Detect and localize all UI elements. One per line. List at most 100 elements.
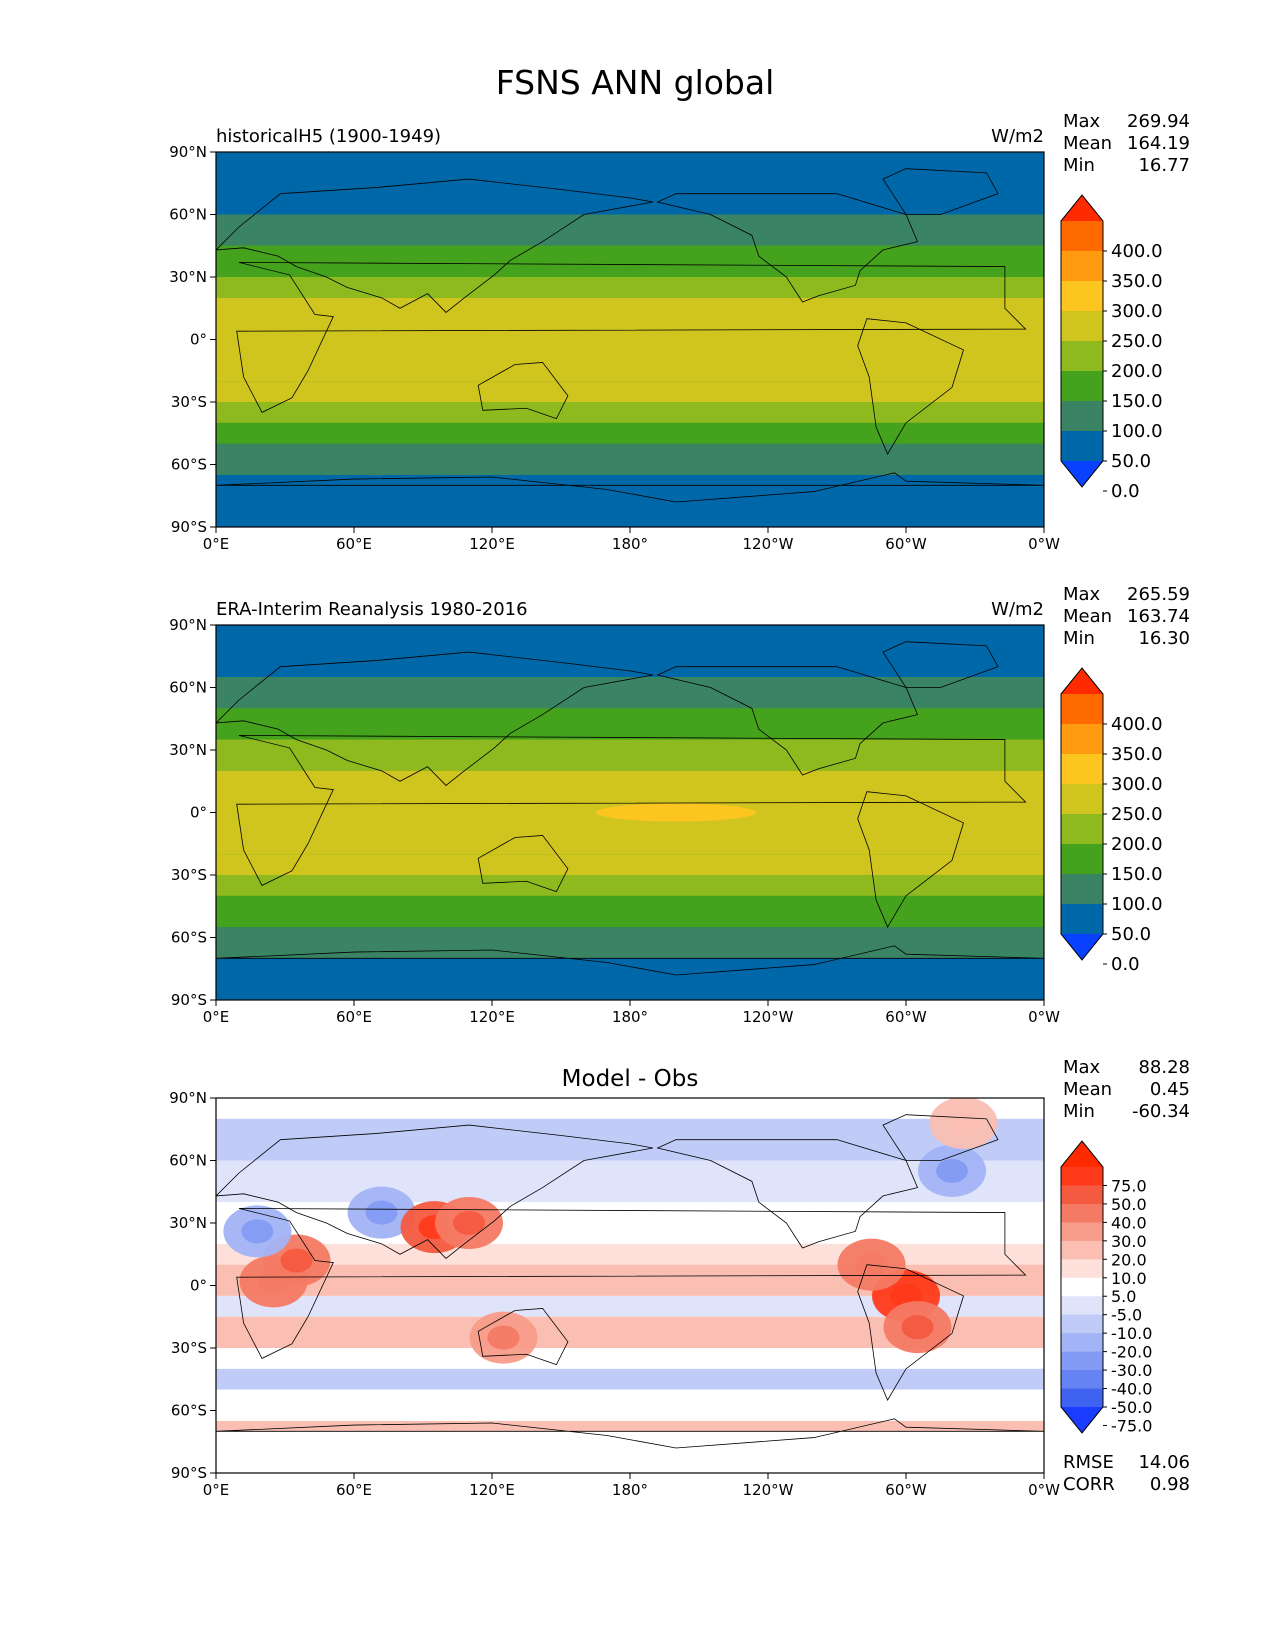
colorbar-extend-max — [1061, 1141, 1103, 1167]
coastline — [216, 1124, 654, 1259]
colorbar-swatch — [1061, 1277, 1103, 1297]
panel-title: ERA-Interim Reanalysis 1980-2016 — [216, 599, 528, 620]
colorbar-label: 250.0 — [1111, 804, 1163, 825]
x-tick-label: 120°E — [469, 535, 515, 553]
colorbar-label: -30.0 — [1111, 1361, 1152, 1380]
zonal-band — [216, 1243, 1044, 1265]
zonal-band — [216, 739, 1044, 771]
colorbar-swatch — [1061, 904, 1103, 935]
stat-value: 269.94 — [1127, 111, 1190, 132]
coastline — [857, 791, 964, 928]
coastline — [477, 1308, 569, 1366]
y-tick-label: 60°N — [169, 679, 207, 697]
stat-label: Max — [1063, 1057, 1101, 1078]
stat-label: Min — [1063, 1101, 1095, 1122]
x-tick-label: 180° — [612, 535, 648, 553]
stat-value: 163.74 — [1127, 606, 1190, 627]
rmse-label: RMSE — [1063, 1452, 1114, 1473]
y-tick-label: 30°N — [169, 741, 207, 759]
y-tick-label: 0° — [190, 804, 207, 822]
x-tick-label: 180° — [612, 1481, 648, 1499]
map-area — [216, 152, 1044, 527]
panel-title: Model - Obs — [562, 1066, 699, 1092]
zonal-band — [216, 1160, 1044, 1203]
colorbar-label: 300.0 — [1111, 301, 1163, 322]
zonal-band — [216, 1098, 1044, 1119]
colorbar-swatch — [1061, 1351, 1103, 1371]
colorbar-swatch — [1061, 1296, 1103, 1316]
coastline — [236, 262, 1027, 413]
colorbar-swatch — [1061, 1167, 1103, 1186]
x-tick-label: 60°E — [336, 1008, 372, 1026]
colorbar-swatch — [1061, 1185, 1103, 1205]
colorbar-swatch — [1061, 1203, 1103, 1223]
colorbar-label: -40.0 — [1111, 1380, 1152, 1399]
colorbar-label: 0.0 — [1111, 481, 1140, 502]
colorbar-label: 10.0 — [1111, 1269, 1147, 1288]
zonal-band — [216, 1348, 1044, 1369]
zonal-band — [216, 1202, 1044, 1244]
colorbar-swatch — [1061, 814, 1103, 845]
colorbar-label: -10.0 — [1111, 1324, 1152, 1343]
zonal-band — [216, 245, 1044, 277]
colorbar-extend-min — [1061, 1407, 1103, 1433]
coastline — [656, 193, 919, 303]
x-tick-label: 60°E — [336, 535, 372, 553]
colorbar-label: -50.0 — [1111, 1398, 1152, 1417]
y-tick-label: 90°N — [169, 143, 207, 161]
anomaly-core — [365, 1200, 398, 1225]
colorbar-label: 250.0 — [1111, 331, 1163, 352]
colorbar-label: 20.0 — [1111, 1250, 1147, 1269]
colorbar-swatch — [1061, 1222, 1103, 1242]
colorbar-label: 40.0 — [1111, 1213, 1147, 1232]
colorbar-label: 300.0 — [1111, 774, 1163, 795]
stat-value: 0.45 — [1150, 1079, 1190, 1100]
zonal-band — [216, 875, 1044, 896]
zonal-band — [216, 474, 1044, 527]
x-tick-label: 120°W — [743, 1481, 794, 1499]
coastline — [236, 1208, 1027, 1359]
stat-value: -60.34 — [1132, 1101, 1190, 1122]
stat-value: 16.77 — [1138, 155, 1190, 176]
coastline — [656, 666, 919, 776]
y-tick-label: 90°N — [169, 1089, 207, 1107]
zonal-band — [216, 958, 1044, 1000]
x-tick-label: 0°W — [1028, 1008, 1060, 1026]
zonal-band — [216, 214, 1044, 246]
x-tick-label: 120°E — [469, 1481, 515, 1499]
colorbar-swatch — [1061, 341, 1103, 372]
colorbar: 400.0 350.0 300.0 250.0 200.0 150.0 100.0 50.0 0… — [1060, 667, 1163, 975]
colorbar-swatch — [1061, 1259, 1103, 1279]
colorbar-swatch — [1061, 1333, 1103, 1353]
zonal-band — [216, 625, 1044, 678]
x-tick-label: 60°W — [885, 1008, 927, 1026]
y-tick-label: 30°S — [171, 393, 207, 411]
coastline — [216, 945, 1044, 976]
anomaly-core — [901, 1315, 934, 1340]
y-tick-label: 0° — [190, 1277, 207, 1295]
panel-bottom: 0°E 60°E 120°E 180° 120°W 60°W 0°W 90°N 60°N 30°N… — [169, 1057, 1190, 1499]
colorbar-label: -20.0 — [1111, 1343, 1152, 1362]
colorbar-extend-min — [1061, 934, 1103, 960]
colorbar-label: 50.0 — [1111, 451, 1151, 472]
y-tick-label: 60°S — [171, 456, 207, 474]
x-tick-label: 60°W — [885, 1481, 927, 1499]
colorbar-swatch — [1061, 311, 1103, 342]
map-area — [216, 625, 1044, 1000]
colorbar-swatch — [1061, 754, 1103, 785]
colorbar-swatch — [1061, 281, 1103, 312]
x-tick-label: 0°E — [203, 535, 230, 553]
colorbar-swatch — [1061, 1370, 1103, 1390]
coastline — [216, 178, 654, 313]
zonal-band — [216, 1368, 1044, 1390]
colorbar-label: 100.0 — [1111, 421, 1163, 442]
stat-label: Min — [1063, 628, 1095, 649]
coastline — [882, 1114, 999, 1161]
colorbar-swatch — [1061, 1240, 1103, 1260]
coastline — [216, 1418, 1044, 1449]
colorbar-label: 150.0 — [1111, 391, 1163, 412]
y-tick-label: 0° — [190, 331, 207, 349]
equatorial-maximum — [596, 803, 756, 822]
zonal-band — [216, 708, 1044, 740]
